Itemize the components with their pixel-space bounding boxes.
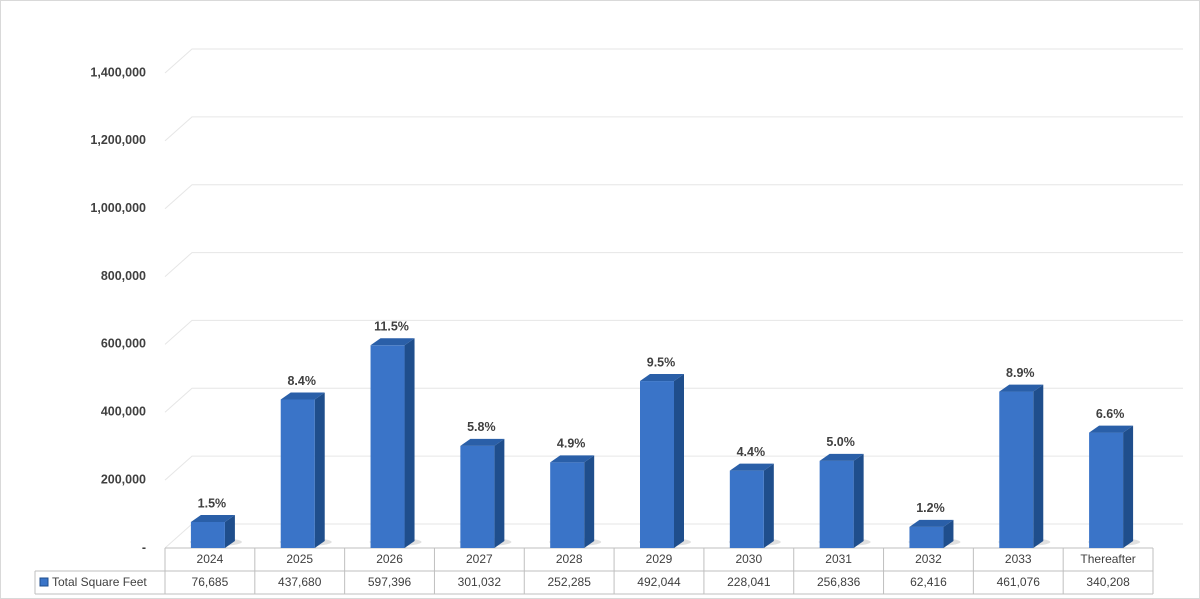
data-label: 4.9%	[557, 437, 586, 451]
bar-top	[999, 384, 1044, 392]
data-label: 9.5%	[647, 355, 676, 369]
table-value: 252,285	[547, 575, 591, 589]
bar-top	[819, 453, 864, 461]
grid-line	[164, 387, 1183, 413]
table-value: 228,041	[727, 575, 771, 589]
x-tick-label: 2026	[376, 552, 403, 566]
bar-side	[1123, 425, 1134, 548]
bar	[190, 521, 225, 548]
bar-top	[1089, 425, 1134, 433]
table-value: 301,032	[458, 575, 502, 589]
x-tick-label: 2033	[1005, 552, 1032, 566]
bar-side	[1033, 384, 1044, 548]
grid-line	[164, 184, 1183, 210]
table-value: 492,044	[637, 575, 681, 589]
legend-label: Total Square Feet	[52, 575, 147, 589]
table-value: 76,685	[192, 575, 229, 589]
bar	[909, 526, 944, 548]
bar-side	[494, 438, 505, 548]
y-tick-label: 800,000	[101, 269, 146, 283]
x-tick-label: 2030	[735, 552, 762, 566]
bar	[370, 345, 405, 548]
bar	[999, 391, 1034, 548]
y-tick-label: -	[142, 540, 146, 554]
bar	[1089, 432, 1124, 548]
bar-side	[853, 453, 864, 548]
bar	[819, 460, 854, 548]
data-label: 5.0%	[826, 435, 855, 449]
bar	[280, 399, 315, 548]
data-label: 1.5%	[198, 496, 227, 510]
x-tick-label: 2027	[466, 552, 493, 566]
bar-side	[584, 455, 595, 548]
data-label: 5.8%	[467, 420, 496, 434]
data-label: 4.4%	[737, 445, 766, 459]
bar-top	[190, 514, 235, 522]
table-value: 256,836	[817, 575, 861, 589]
data-label: 6.6%	[1096, 407, 1125, 421]
bar-top	[729, 463, 774, 471]
data-label: 11.5%	[374, 320, 409, 334]
bar-top	[909, 519, 954, 527]
y-tick-label: 1,400,000	[90, 65, 146, 79]
table-value: 461,076	[997, 575, 1041, 589]
bar	[460, 445, 495, 548]
bar-top	[550, 455, 595, 463]
bar-side	[224, 514, 235, 548]
bar-top	[280, 392, 325, 400]
y-tick-label: 1,000,000	[90, 201, 146, 215]
x-tick-label: 2024	[197, 552, 224, 566]
grid-line	[164, 48, 1183, 74]
y-tick-label: 200,000	[101, 472, 146, 486]
bar-side	[404, 338, 415, 548]
data-label: 1.2%	[916, 501, 945, 515]
y-tick-label: 400,000	[101, 405, 146, 419]
bar-side	[314, 392, 325, 548]
x-tick-label: 2025	[286, 552, 313, 566]
table-value: 340,208	[1086, 575, 1130, 589]
bar-side	[943, 519, 954, 548]
y-tick-label: 600,000	[101, 337, 146, 351]
bar-top	[640, 374, 684, 382]
bar	[640, 381, 674, 548]
legend-key	[39, 577, 49, 587]
table-value: 437,680	[278, 575, 322, 589]
table-value: 62,416	[910, 575, 947, 589]
grid-line	[164, 319, 1183, 345]
x-tick-label: 2031	[825, 552, 852, 566]
data-label: 8.4%	[287, 374, 316, 388]
x-tick-label: 2028	[556, 552, 583, 566]
bar-top	[370, 338, 415, 346]
x-tick-label: 2032	[915, 552, 942, 566]
bar-side	[674, 374, 684, 548]
x-tick-label: 2029	[646, 552, 673, 566]
bar-side	[763, 463, 774, 548]
data-label: 8.9%	[1006, 366, 1035, 380]
bar	[729, 470, 764, 548]
y-tick-label: 1,200,000	[90, 133, 146, 147]
grid-line	[164, 116, 1183, 142]
bar	[550, 462, 585, 548]
grid-line	[164, 252, 1183, 277]
x-tick-label: Thereafter	[1080, 552, 1135, 566]
table-value: 597,396	[368, 575, 412, 589]
bar-top	[460, 438, 505, 446]
